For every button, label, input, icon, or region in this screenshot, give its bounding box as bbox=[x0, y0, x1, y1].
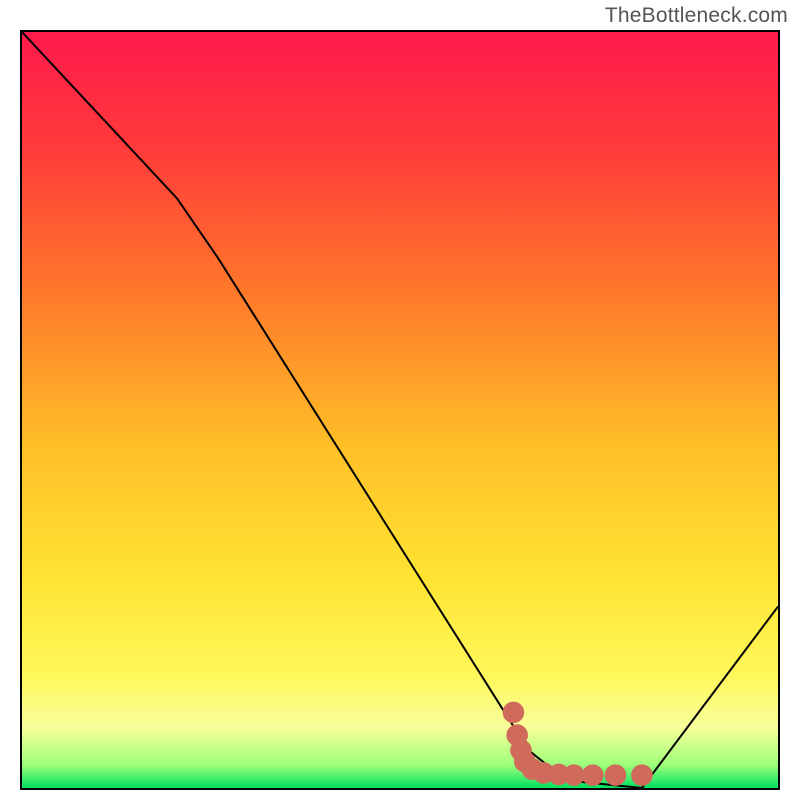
chart-plot-area bbox=[20, 30, 780, 790]
marker-point bbox=[506, 705, 520, 719]
marker-point bbox=[635, 768, 649, 782]
chart-background bbox=[22, 32, 778, 788]
marker-point bbox=[567, 768, 581, 782]
chart-svg bbox=[22, 32, 778, 788]
marker-point bbox=[608, 768, 622, 782]
marker-point bbox=[586, 768, 600, 782]
watermark-text: TheBottleneck.com bbox=[605, 4, 788, 28]
